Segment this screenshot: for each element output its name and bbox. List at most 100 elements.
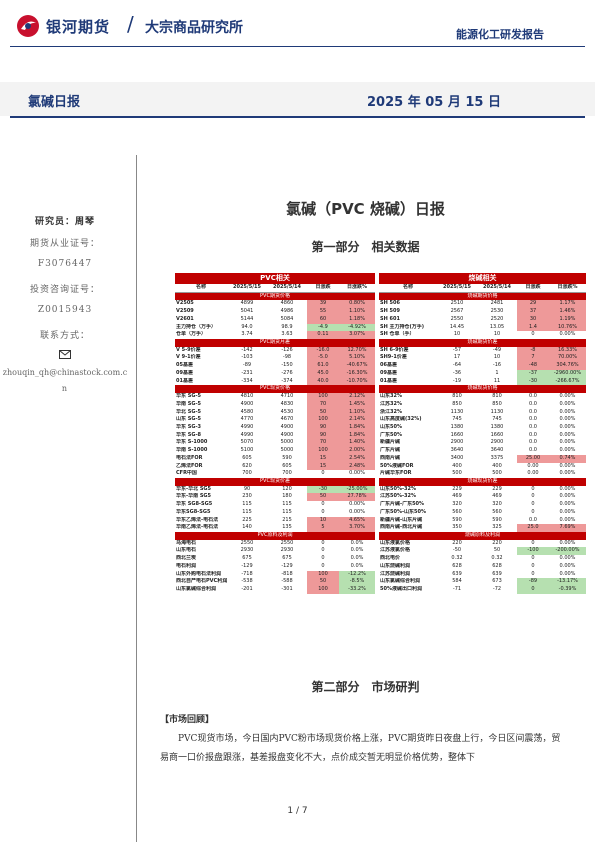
report-date: 2025 年 05 月 15 日: [367, 95, 501, 110]
table-cell: 4710: [280, 393, 294, 400]
table-cell: 639: [492, 570, 502, 577]
table-cell: -4.9: [307, 323, 339, 332]
table-cell: 4770: [240, 416, 254, 423]
row-name: 华东 SG-3: [176, 423, 202, 430]
table-cell: -12.2%: [339, 570, 376, 579]
table-cell: 0.00%: [559, 562, 576, 569]
table-cell: 0.0: [529, 393, 537, 400]
table-row: 新疆片碱 2900 2900 0.0 0.00%: [379, 439, 586, 447]
row-name: 华北 SG-5: [176, 408, 202, 415]
table-cell: 0.00%: [559, 400, 576, 407]
table-row: 山东32% 810 810 0.0 0.00%: [379, 393, 586, 401]
mail-icon: [0, 350, 130, 362]
table-cell: -818: [281, 570, 293, 577]
table-cell: 5.10%: [339, 354, 376, 363]
caustic-soda-table: 烧碱相关 名称 2025/5/15 2025/5/14 日涨跌 日涨跌% 烧碱期货价格 SH …: [379, 273, 586, 594]
table-cell: -4.92%: [339, 323, 376, 332]
table-cell: 0.11: [307, 331, 339, 340]
table-cell: 0.0: [529, 431, 537, 438]
row-name: 乌海电石: [176, 539, 197, 546]
table-section-header: 烧碱现货价格: [379, 385, 586, 394]
email-line1[interactable]: zhouqin_qh@chinastock.com.c: [2, 368, 128, 377]
table-cell: 2.48%: [339, 462, 376, 471]
table-cell: 4899: [240, 300, 254, 307]
title-band: [0, 82, 595, 116]
consult-label: 投资咨询证号：: [29, 285, 100, 295]
table-cell: -718: [241, 570, 253, 577]
table-cell: 7.69%: [549, 524, 586, 532]
consult-number: Z0015943: [37, 305, 93, 315]
table-cell: 0.00%: [559, 462, 576, 469]
table-cell: 700: [282, 470, 292, 477]
column-header: 2025/5/15: [227, 284, 267, 293]
table-cell: 639: [452, 570, 462, 577]
table-section-header: 烧碱原料及利润: [379, 532, 586, 540]
table-section-header: PVC期货价格: [175, 292, 376, 301]
table-cell: -276: [281, 369, 293, 376]
table-cell: 628: [492, 562, 502, 569]
row-name: 新疆片碱: [380, 439, 401, 446]
table-row: SH 主力持仓(万手) 14.45 13.05 1.4 10.76%: [379, 323, 586, 332]
table-cell: 61.0: [307, 362, 339, 370]
email-line2[interactable]: n: [61, 384, 69, 393]
table-cell: -89: [517, 578, 549, 587]
row-name: V2505: [176, 300, 194, 307]
table-row: 华东 S-1000 5070 5000 70 1.40%: [175, 439, 376, 448]
row-name: 浙江32%: [380, 408, 402, 415]
row-name: 华东-华北 SG5: [176, 485, 212, 492]
table-cell: 2900: [490, 439, 504, 446]
table-cell: -301: [281, 586, 293, 593]
table-cell: 1.84%: [339, 431, 376, 440]
table-section-header: PVC现货价格: [175, 385, 376, 394]
table-row: CFR中国 700 700 0 0.00%: [175, 470, 375, 478]
table-cell: -89: [242, 362, 252, 369]
table-cell: -129: [281, 562, 293, 569]
table-row: 06基差 -64 -16 -48 304.76%: [379, 362, 586, 370]
table-row: 西南片碱-西北片碱 350 325 25.0 7.69%: [379, 524, 586, 532]
license-number: F3076447: [37, 259, 93, 269]
table-row: 广东50%-山东50% 560 560 0 0.00%: [379, 509, 586, 517]
row-name: 西北电价: [380, 555, 401, 562]
table-row: 山东液氯价格 220 220 0 0.00%: [379, 540, 586, 548]
row-name: 主力持仓（万手）: [176, 323, 217, 330]
table-cell: 98.9: [281, 323, 293, 330]
logo-divider: /: [127, 12, 134, 36]
table-cell: 14.45: [449, 323, 465, 330]
table-cell: 5144: [240, 315, 254, 322]
row-name: 广东50%-山东50%: [380, 508, 427, 515]
table-cell: 0.0%: [350, 555, 364, 562]
table-cell: 17: [453, 354, 461, 361]
table-row: 西北兰炭 675 675 0 0.0%: [175, 555, 375, 563]
table-cell: 70: [307, 400, 339, 409]
table-cell: 94.0: [241, 323, 253, 330]
table-cell: -374: [281, 377, 293, 384]
table-cell: 3640: [490, 447, 504, 454]
row-name: 01基差: [176, 377, 193, 384]
table-cell: 469: [492, 493, 502, 500]
table-cell: -334: [241, 377, 253, 384]
table-cell: -200.00%: [549, 547, 586, 556]
row-name: 江苏50%-32%: [380, 493, 417, 500]
pvc-table: PVC相关 名称 2025/5/15 2025/5/14 日涨跌 日涨跌% PVC期货价格 V…: [175, 273, 376, 594]
table-cell: 0.0: [529, 447, 537, 454]
table-cell: -129: [241, 562, 253, 569]
table-cell: 11: [493, 377, 501, 384]
row-name: 江苏32%: [380, 400, 402, 407]
table-cell: 590: [452, 516, 462, 523]
table-row: 山东50% 1380 1380 0.0 0.00%: [379, 424, 586, 432]
table-cell: -8: [517, 346, 549, 355]
column-header: 日涨跌: [307, 284, 339, 293]
table-cell: 60: [307, 315, 339, 324]
table-cell: 0: [531, 562, 535, 569]
table-row: SH 601 2550 2520 30 1.19%: [379, 315, 586, 324]
table-section-header: PVC现货价差: [175, 477, 376, 486]
table-cell: 0: [531, 508, 535, 515]
table-cell: 400: [492, 462, 502, 469]
table-cell: 2520: [490, 315, 504, 322]
table-cell: -36: [452, 369, 462, 376]
table-row: 50%液碱出口利润 -71 -72 0 -0.39%: [379, 586, 586, 594]
table-cell: 0.00%: [559, 331, 576, 338]
table-cell: 0.00%: [559, 408, 576, 415]
row-name: 09基差: [380, 369, 397, 376]
table-cell: 500: [452, 470, 462, 477]
